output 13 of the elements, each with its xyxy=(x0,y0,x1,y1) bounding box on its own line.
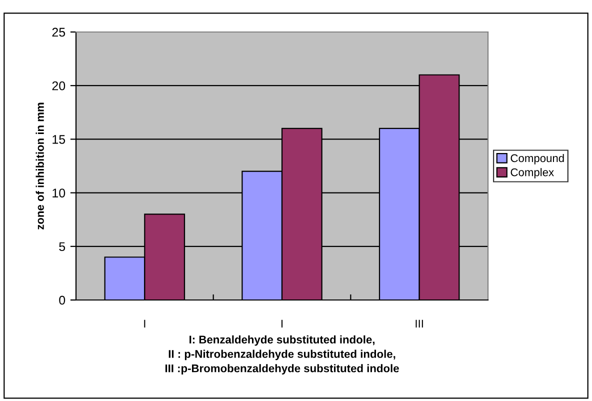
x-tick-label: I xyxy=(281,320,283,328)
legend-label: Complex xyxy=(510,168,554,178)
y-tick-label: 0 xyxy=(59,296,66,305)
legend-label: Compound xyxy=(510,154,564,164)
y-tick-label: 25 xyxy=(52,28,66,37)
y-tick-label: 5 xyxy=(59,242,66,252)
x-tick-label: III xyxy=(416,320,423,328)
y-tick-label: 15 xyxy=(52,135,66,144)
y-axis-title: zone of inhibition in mm xyxy=(36,102,44,230)
y-tick-label: 20 xyxy=(52,81,66,90)
y-tick-label: 10 xyxy=(52,188,66,198)
x-axis-title: I: Benzaldehyde substituted indole, II : p-Nitrobenzaldehyde substituted indole, III :p-Bromobenzaldehyde substituted indole xyxy=(165,335,399,374)
x-tick-label: I xyxy=(144,320,146,328)
